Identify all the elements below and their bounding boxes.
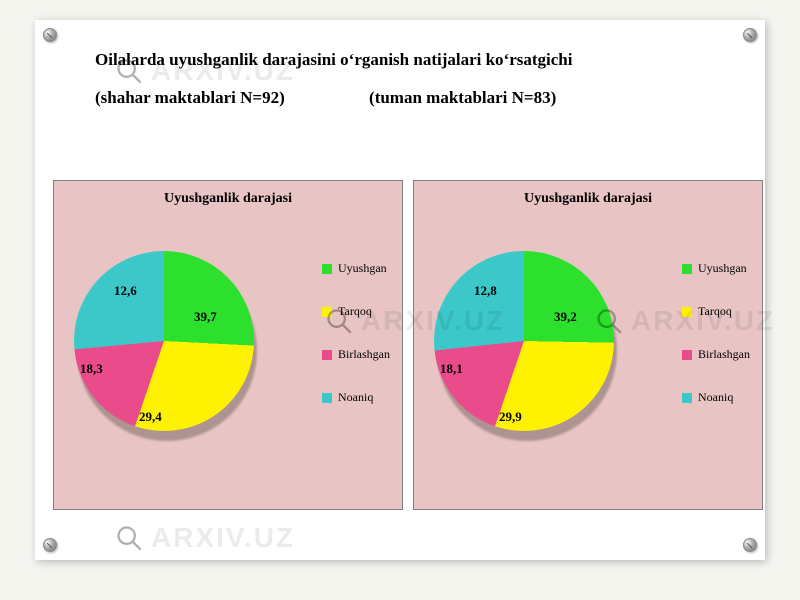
legend-item: Noaniq: [322, 390, 390, 405]
slice-label: 18,1: [440, 361, 463, 377]
legend-label: Noaniq: [698, 390, 733, 405]
watermark-text: ARXIV.UZ: [151, 522, 295, 554]
watermark: ARXIV.UZ: [115, 522, 295, 554]
slice-label: 12,8: [474, 283, 497, 299]
slice-label: 18,3: [80, 361, 103, 377]
legend-item: Tarqoq: [322, 304, 390, 319]
legend-swatch: [682, 307, 692, 317]
pie-wrap-left: 39,7 29,4 18,3 12,6: [74, 251, 254, 431]
legend-item: Birlashgan: [682, 347, 750, 362]
legend-item: Tarqoq: [682, 304, 750, 319]
legend-item: Uyushgan: [322, 261, 390, 276]
slice-label: 39,2: [554, 309, 577, 325]
pie-chart-right: [434, 251, 614, 431]
legend-label: Tarqoq: [698, 304, 732, 319]
legend-label: Birlashgan: [698, 347, 750, 362]
pie-wrap-right: 39,2 29,9 18,1 12,8: [434, 251, 614, 431]
slice-label: 39,7: [194, 309, 217, 325]
slide-frame: Oilalarda uyushganlik darajasini oʻrgani…: [35, 20, 765, 560]
legend-label: Tarqoq: [338, 304, 372, 319]
legend-swatch: [682, 264, 692, 274]
chart-title-left: Uyushganlik darajasi: [54, 191, 402, 207]
legend-swatch: [322, 264, 332, 274]
chart-panel-left: Uyushganlik darajasi 39,7 29,4 18,3 12,6…: [53, 180, 403, 510]
chart-panel-right: Uyushganlik darajasi 39,2 29,9 18,1 12,8…: [413, 180, 763, 510]
title-block: Oilalarda uyushganlik darajasini oʻrgani…: [95, 50, 725, 108]
title-line-1: Oilalarda uyushganlik darajasini oʻrgani…: [95, 50, 725, 70]
slice-label: 29,9: [499, 409, 522, 425]
legend-swatch: [682, 350, 692, 360]
slice-label: 12,6: [114, 283, 137, 299]
magnifier-icon: [115, 524, 143, 552]
screw-icon: [743, 28, 757, 42]
legend-item: Uyushgan: [682, 261, 750, 276]
legend-label: Uyushgan: [698, 261, 747, 276]
screw-icon: [743, 538, 757, 552]
legend-swatch: [322, 350, 332, 360]
screw-icon: [43, 538, 57, 552]
subtitle-left: (shahar maktablari N=92): [95, 88, 285, 108]
legend-right: Uyushgan Tarqoq Birlashgan Noaniq: [682, 261, 750, 433]
pie-chart-left: [74, 251, 254, 431]
legend-swatch: [682, 393, 692, 403]
legend-label: Uyushgan: [338, 261, 387, 276]
screw-icon: [43, 28, 57, 42]
legend-item: Birlashgan: [322, 347, 390, 362]
legend-swatch: [322, 393, 332, 403]
legend-item: Noaniq: [682, 390, 750, 405]
legend-swatch: [322, 307, 332, 317]
chart-title-right: Uyushganlik darajasi: [414, 191, 762, 207]
legend-label: Noaniq: [338, 390, 373, 405]
subtitle-right: (tuman maktablari N=83): [369, 88, 556, 108]
title-line-2: (shahar maktablari N=92) (tuman maktabla…: [95, 88, 725, 108]
legend-label: Birlashgan: [338, 347, 390, 362]
slice-label: 29,4: [139, 409, 162, 425]
legend-left: Uyushgan Tarqoq Birlashgan Noaniq: [322, 261, 390, 433]
